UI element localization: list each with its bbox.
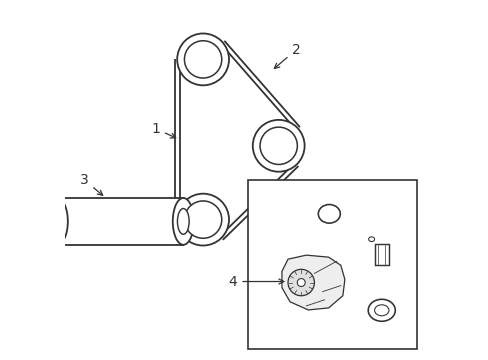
- Ellipse shape: [177, 33, 228, 85]
- Text: 4: 4: [228, 275, 283, 288]
- Ellipse shape: [297, 279, 305, 287]
- Text: 1: 1: [151, 122, 175, 138]
- Ellipse shape: [252, 120, 304, 172]
- Ellipse shape: [177, 208, 189, 234]
- Polygon shape: [57, 198, 183, 245]
- Polygon shape: [374, 244, 388, 265]
- Ellipse shape: [287, 269, 314, 296]
- Ellipse shape: [184, 201, 222, 238]
- Ellipse shape: [184, 41, 222, 78]
- Ellipse shape: [368, 237, 374, 242]
- Ellipse shape: [177, 194, 228, 246]
- Ellipse shape: [260, 127, 297, 165]
- Ellipse shape: [367, 299, 394, 321]
- Ellipse shape: [47, 198, 68, 245]
- Ellipse shape: [172, 198, 193, 245]
- Text: 2: 2: [274, 42, 300, 68]
- Ellipse shape: [374, 305, 388, 316]
- Ellipse shape: [318, 204, 340, 223]
- Polygon shape: [282, 255, 344, 310]
- Bar: [247, 180, 416, 349]
- Text: 3: 3: [80, 173, 102, 195]
